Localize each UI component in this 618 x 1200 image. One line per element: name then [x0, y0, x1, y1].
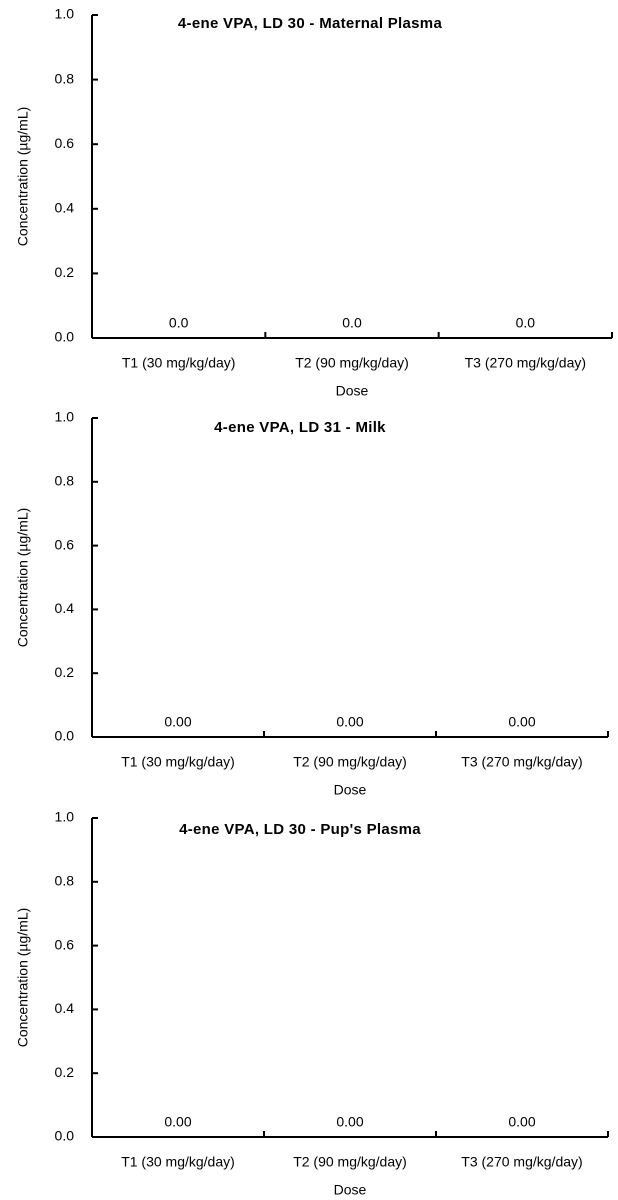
- y-tick-label: 0.0: [55, 728, 75, 744]
- x-axis-title: Dose: [336, 383, 369, 399]
- y-tick-label: 1.0: [55, 809, 75, 825]
- data-label: 0.00: [336, 1114, 363, 1130]
- chart-panel-3: 4-ene VPA, LD 30 - Pup's Plasma 0.0 0.2 0.4…: [15, 809, 609, 1198]
- x-axis-title: Dose: [334, 782, 367, 798]
- y-tick-label: 0.6: [55, 135, 75, 151]
- y-tick-label: 1.0: [55, 6, 75, 22]
- x-category-label: T3 (270 mg/kg/day): [465, 355, 586, 371]
- x-axis-title: Dose: [334, 1182, 367, 1198]
- data-label: 0.00: [336, 714, 363, 730]
- data-label: 0.00: [164, 1114, 191, 1130]
- x-category-label: T2 (90 mg/kg/day): [293, 754, 407, 770]
- y-tick-label: 0.2: [55, 1064, 75, 1080]
- chart-panel-2: 4-ene VPA, LD 31 - Milk 0.0 0.2 0.4 0.6 0.8 1.…: [15, 409, 609, 798]
- data-label: 0.00: [508, 1114, 535, 1130]
- x-category-label: T2 (90 mg/kg/day): [293, 1154, 407, 1170]
- x-category-label: T1 (30 mg/kg/day): [121, 754, 235, 770]
- data-label: 0.00: [508, 714, 535, 730]
- x-category-label: T3 (270 mg/kg/day): [461, 754, 582, 770]
- chart-panel-1: 4-ene VPA, LD 30 - Maternal Plasma 0.0 0.2…: [15, 6, 613, 399]
- chart-title: 4-ene VPA, LD 31 - Milk: [214, 419, 386, 436]
- y-tick-label: 0.0: [55, 1128, 75, 1144]
- x-category-label: T1 (30 mg/kg/day): [121, 1154, 235, 1170]
- y-tick-label: 0.6: [55, 936, 75, 952]
- data-label: 0.0: [169, 315, 189, 331]
- y-tick-label: 0.6: [55, 536, 75, 552]
- x-category-label: T1 (30 mg/kg/day): [122, 355, 236, 371]
- y-tick-label: 0.4: [55, 1000, 75, 1016]
- y-axis-title: Concentration (µg/mL): [15, 908, 31, 1048]
- y-axis-title: Concentration (µg/mL): [15, 107, 31, 247]
- y-tick-label: 0.4: [55, 600, 75, 616]
- chart-title: 4-ene VPA, LD 30 - Pup's Plasma: [179, 821, 421, 838]
- y-tick-label: 0.8: [55, 873, 75, 889]
- x-category-label: T2 (90 mg/kg/day): [295, 355, 409, 371]
- y-tick-label: 0.8: [55, 473, 75, 489]
- y-tick-label: 1.0: [55, 409, 75, 425]
- data-label: 0.0: [516, 315, 536, 331]
- y-tick-label: 0.2: [55, 264, 75, 280]
- y-tick-label: 0.2: [55, 664, 75, 680]
- y-tick-label: 0.4: [55, 200, 75, 216]
- y-axis-title: Concentration (µg/mL): [15, 508, 31, 648]
- data-label: 0.00: [164, 714, 191, 730]
- y-tick-label: 0.8: [55, 70, 75, 86]
- chart-title: 4-ene VPA, LD 30 - Maternal Plasma: [178, 15, 443, 32]
- y-tick-label: 0.0: [55, 329, 75, 345]
- data-label: 0.0: [342, 315, 362, 331]
- x-category-label: T3 (270 mg/kg/day): [461, 1154, 582, 1170]
